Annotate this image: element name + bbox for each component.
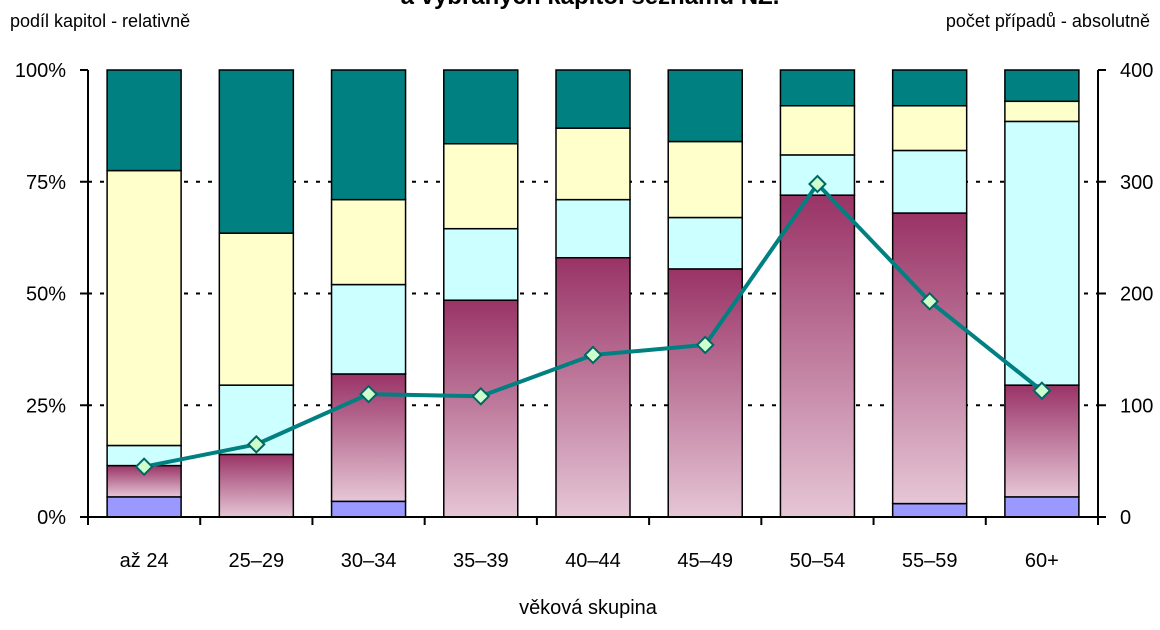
- x-tick-label: 45–49: [677, 550, 733, 572]
- bar-segment: [1004, 69, 1080, 103]
- x-tick-label: 30–34: [341, 550, 397, 572]
- bar-segment: [443, 69, 519, 145]
- right-tick-label: 200: [1120, 284, 1153, 306]
- bar-segment: [667, 69, 743, 143]
- bar-segment: [891, 69, 968, 107]
- bar-segment: [667, 140, 743, 219]
- chart-title: a vybraných kapitol seznamu NZ.: [401, 0, 780, 10]
- bar-segment: [1004, 496, 1080, 518]
- line-series: [134, 174, 1052, 477]
- left-tick-label: 25%: [26, 395, 66, 417]
- x-tick-label: až 24: [120, 550, 169, 572]
- left-tick-label: 100%: [15, 60, 66, 82]
- bar-segment: [106, 69, 182, 172]
- line-marker: [808, 174, 827, 194]
- bar-segment: [779, 105, 856, 156]
- bar-stacks: [106, 69, 1080, 518]
- bar-segment: [330, 500, 407, 518]
- bar-segment: [555, 256, 631, 518]
- left-tick-label: 0%: [37, 507, 66, 529]
- bar-segment: [218, 453, 295, 518]
- bar-segment: [443, 143, 519, 230]
- bar-segment: [330, 283, 407, 375]
- bar-segment: [891, 502, 968, 518]
- left-tick-label: 75%: [26, 172, 66, 194]
- x-tick-label: 50–54: [790, 550, 846, 572]
- right-tick-label: 100: [1120, 395, 1153, 417]
- right-tick-label: 300: [1120, 172, 1153, 194]
- x-tick-label: 55–59: [902, 550, 958, 572]
- line-marker: [246, 434, 266, 454]
- bar-segment: [779, 194, 856, 518]
- bar-segment: [218, 69, 295, 234]
- right-tick-label: 400: [1120, 60, 1153, 82]
- line-marker: [471, 386, 491, 406]
- x-tick-label: 25–29: [229, 550, 285, 572]
- bar-segment: [555, 69, 631, 129]
- x-tick-label: 40–44: [565, 550, 621, 572]
- axes: 0% 25% 50% 75% 100% 0 100 200 300 400 až 24 25–29 30…: [15, 60, 1154, 572]
- line-marker: [583, 345, 603, 365]
- line-marker: [359, 384, 378, 404]
- bar-segment: [1004, 100, 1080, 123]
- bar-segment: [330, 69, 407, 201]
- bar-segment: [106, 496, 182, 518]
- x-tick-label: 35–39: [453, 550, 509, 572]
- x-tick-label: 60+: [1025, 550, 1059, 572]
- line-marker: [695, 335, 715, 355]
- bar-segment: [779, 69, 856, 107]
- left-axis-label: podíl kapitol - relativně: [10, 11, 190, 31]
- bar-segment: [555, 198, 631, 259]
- bar-segment: [667, 216, 743, 270]
- bar-segment: [891, 149, 968, 214]
- bar-segment: [330, 198, 407, 286]
- line-marker: [920, 291, 940, 311]
- bar-segment: [891, 212, 968, 505]
- right-tick-label: 0: [1120, 507, 1131, 529]
- left-tick-label: 50%: [26, 284, 66, 306]
- right-axis-label: počet případů - absolutně: [946, 11, 1150, 31]
- bar-segment: [443, 299, 519, 518]
- line-marker: [134, 457, 154, 477]
- x-axis-label: věková skupina: [519, 597, 658, 619]
- bar-segment: [218, 232, 295, 386]
- bar-segment: [555, 127, 631, 201]
- line-marker: [1032, 381, 1052, 401]
- bar-segment: [1004, 120, 1080, 386]
- bar-segment: [443, 227, 519, 301]
- bar-segment: [1004, 384, 1080, 498]
- bar-segment: [891, 105, 968, 152]
- bar-segment: [106, 169, 182, 447]
